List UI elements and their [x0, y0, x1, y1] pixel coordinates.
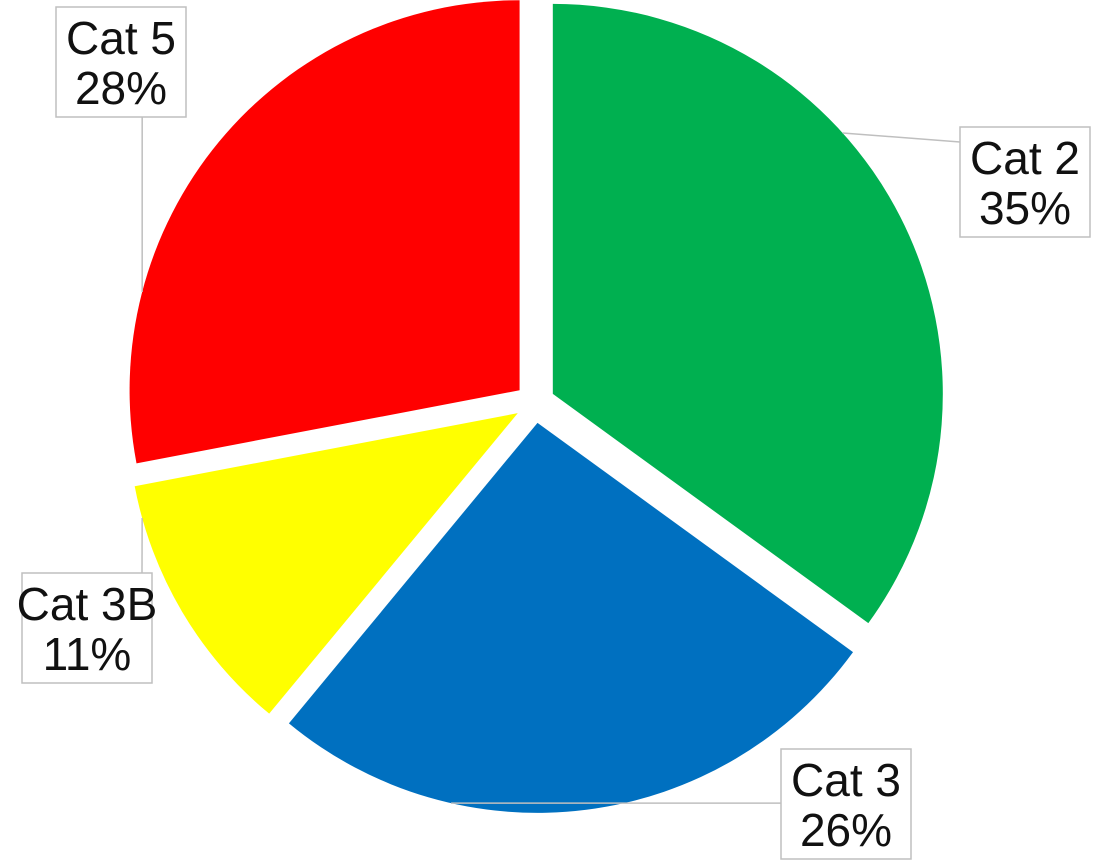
- data-label-percent: 26%: [800, 804, 892, 856]
- slices-layer: [129, 0, 943, 813]
- data-label-percent: 28%: [75, 62, 167, 114]
- pie-slice-cat-3: [288, 422, 854, 813]
- data-label-box: [21, 572, 153, 684]
- pie-slice-cat-2: [552, 3, 943, 624]
- data-label-box: [55, 6, 187, 118]
- data-label-box: [959, 126, 1091, 238]
- data-label-category: Cat 2: [970, 132, 1080, 184]
- data-label-percent: 35%: [979, 182, 1071, 234]
- data-label-cat-2: Cat 235%: [959, 126, 1091, 238]
- data-label-cat-5: Cat 528%: [55, 6, 187, 118]
- data-label-cat-3: Cat 326%: [780, 748, 912, 860]
- data-label-category: Cat 5: [66, 12, 176, 64]
- leader-line-cat-2: [842, 132, 961, 143]
- pie-slice-cat-5: [129, 0, 520, 464]
- pie-slice-cat-3b: [134, 413, 518, 714]
- data-label-box: [780, 748, 912, 860]
- data-label-category: Cat 3B: [17, 578, 158, 630]
- leader-lines-layer: [141, 117, 961, 804]
- data-label-category: Cat 3: [791, 754, 901, 806]
- data-label-percent: 11%: [43, 628, 132, 680]
